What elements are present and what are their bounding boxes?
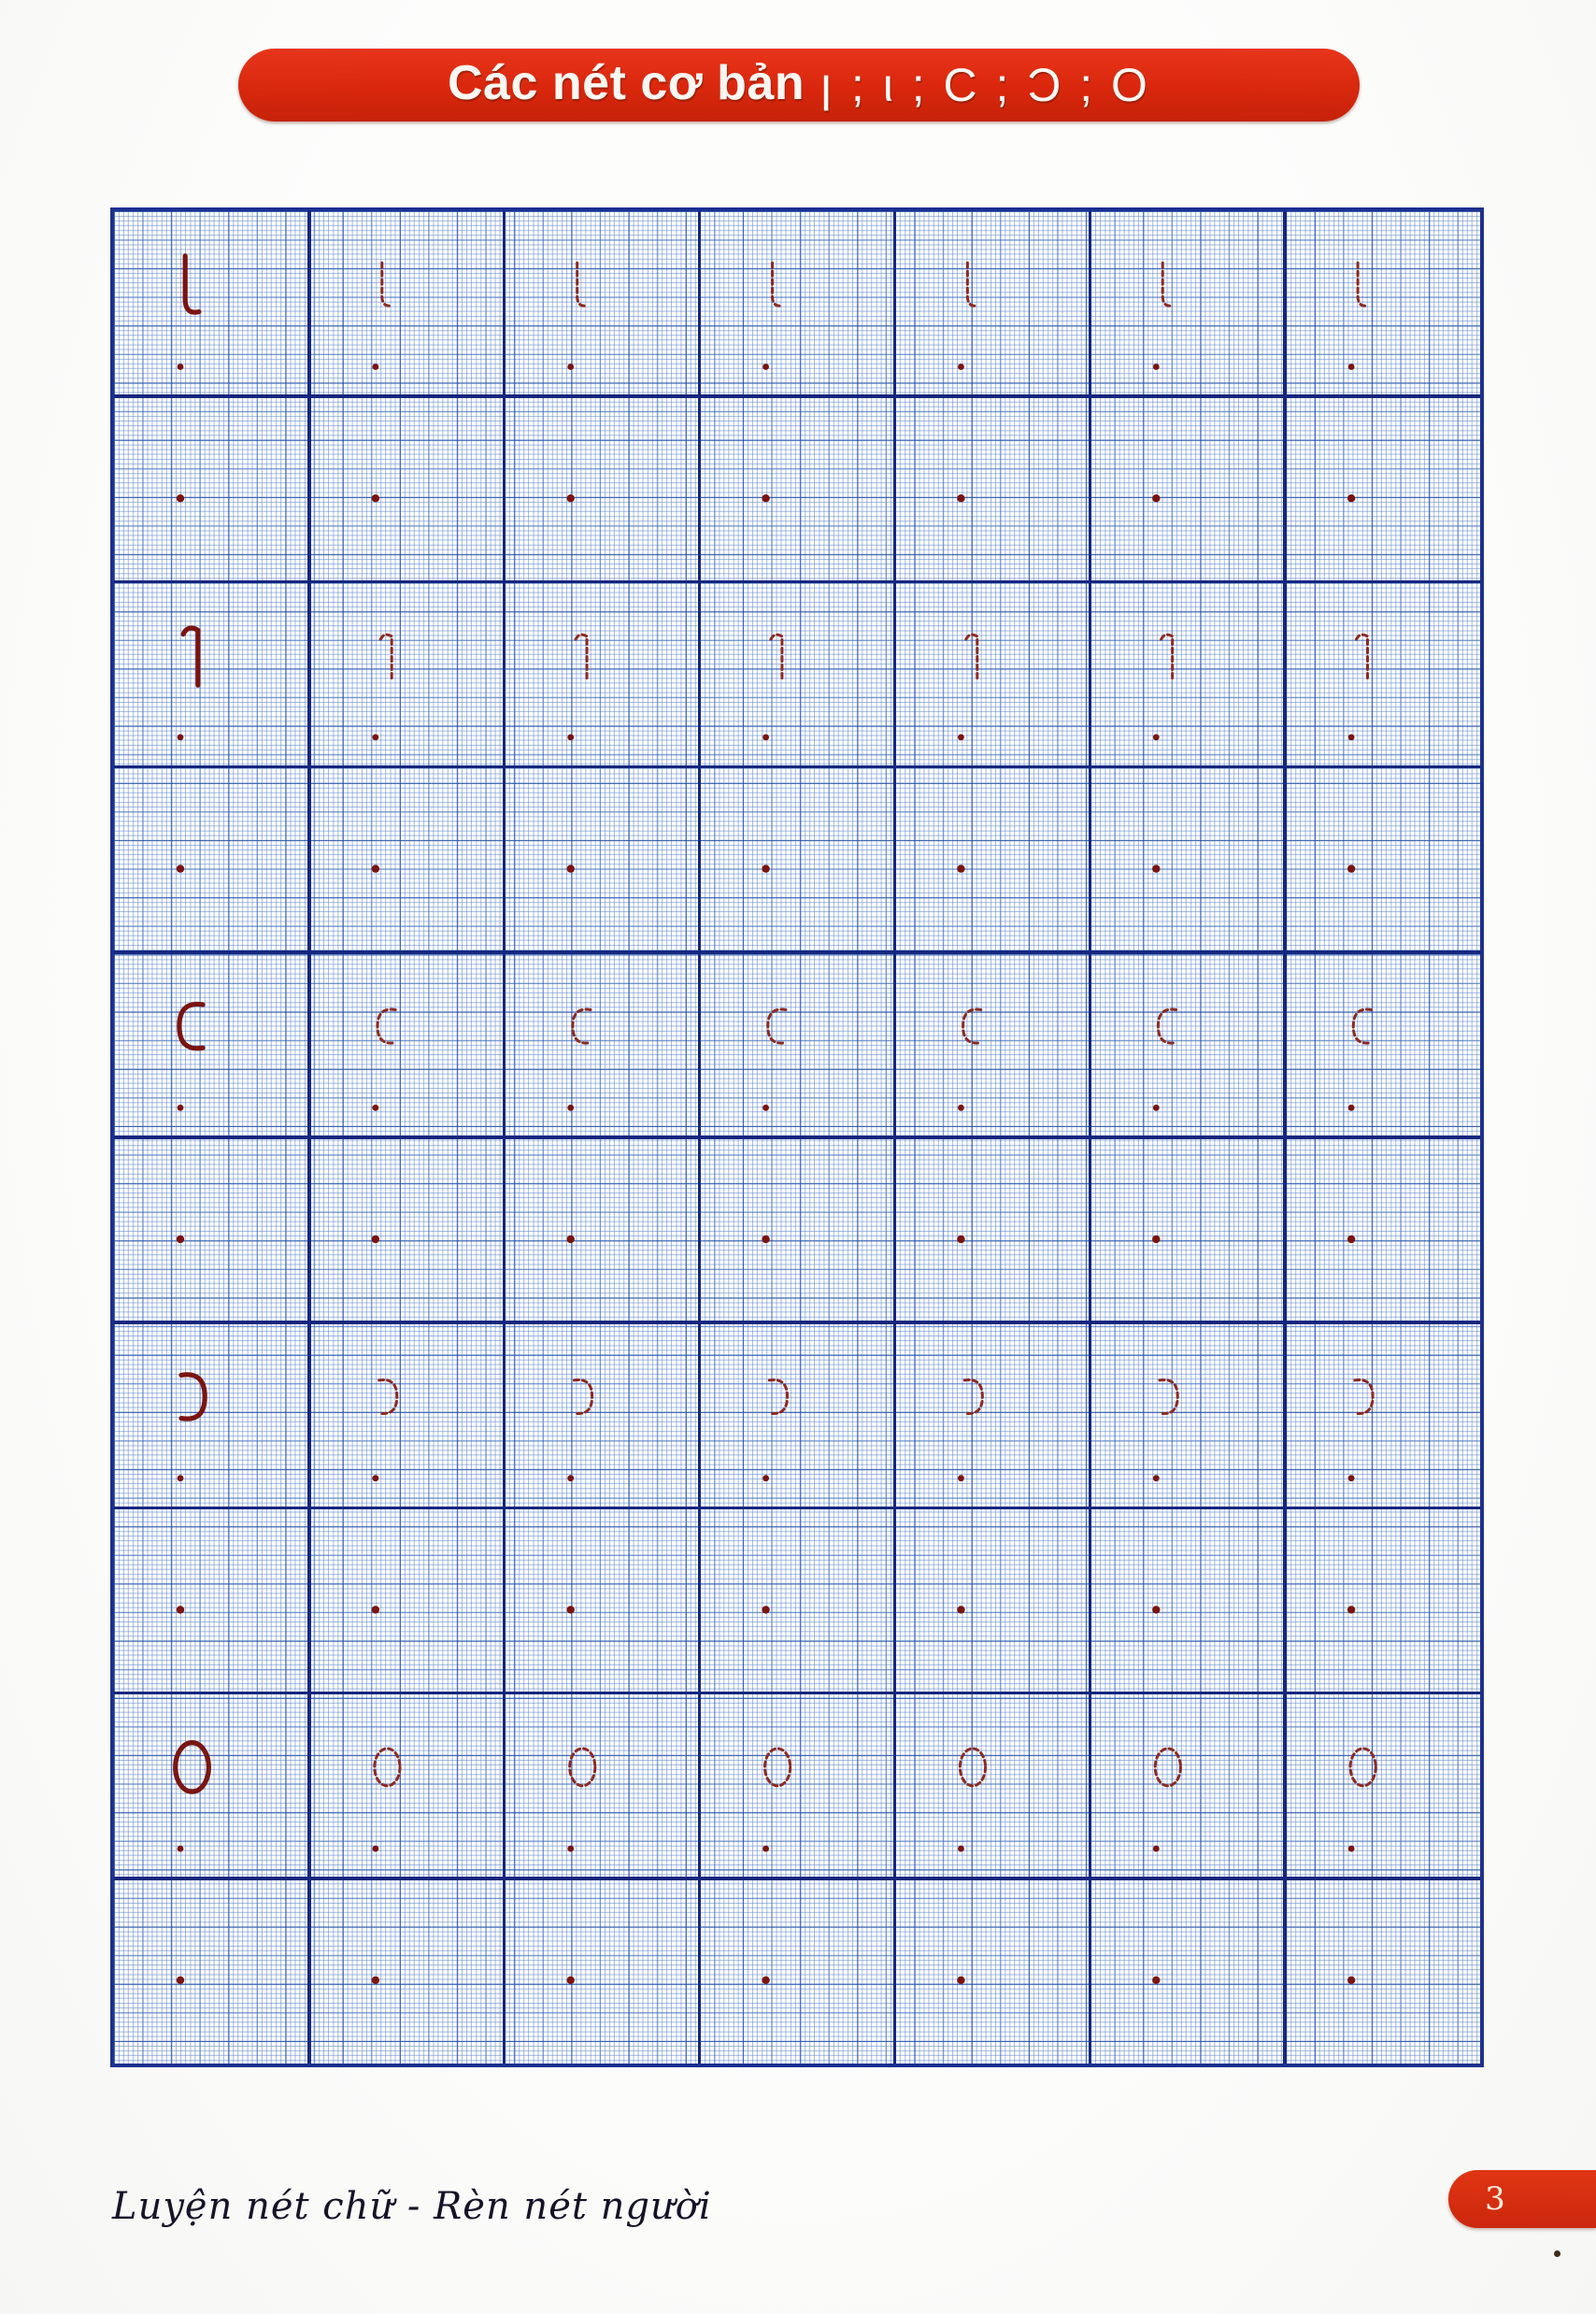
row-separator: [114, 1877, 1480, 1880]
row-separator: [114, 1321, 1480, 1324]
title-stroke-list: ꞁ ; ι ; C ; Ɔ ; O: [819, 59, 1150, 111]
practice-grid: [110, 207, 1484, 2067]
row-separator: [114, 1506, 1480, 1510]
row-separator: [114, 764, 1480, 769]
grid-inner: [114, 211, 1480, 2064]
page-number-badge: 3: [1448, 2170, 1596, 2228]
row-separator: [114, 579, 1480, 584]
row-separator: [114, 950, 1480, 954]
page-title: Các nét cơ bản: [448, 56, 805, 110]
row-separator: [114, 1691, 1480, 1695]
row-separator: [114, 1136, 1480, 1139]
row-separator: [114, 394, 1480, 398]
row-separators: [114, 211, 1480, 2064]
footer-motto: Luyện nét chữ - Rèn nét người: [112, 2185, 712, 2228]
title-banner: Các nét cơ bản ꞁ ; ι ; C ; Ɔ ; O: [238, 49, 1360, 121]
page-number: 3: [1485, 2180, 1505, 2218]
corner-dot: [1554, 2250, 1560, 2257]
